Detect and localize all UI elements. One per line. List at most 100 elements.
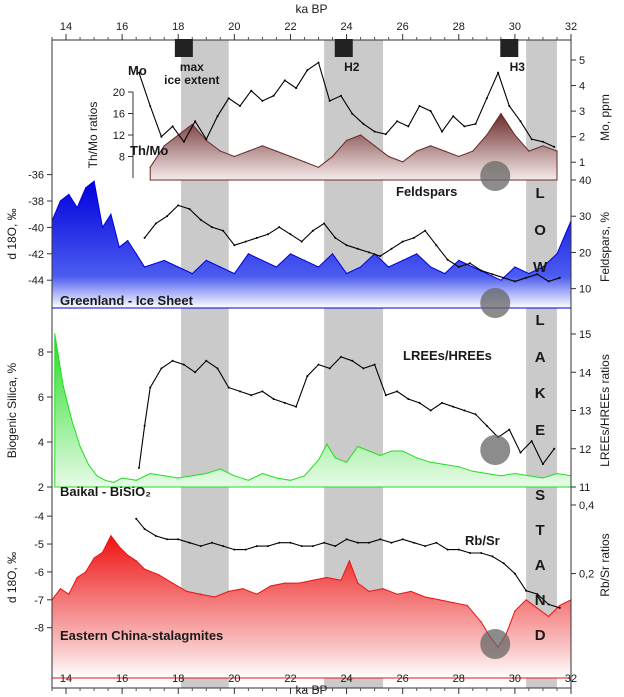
feldspars-point-2 <box>166 215 168 218</box>
bottom-tick-label-6: 26 <box>397 673 409 685</box>
stand-letter-0: L <box>536 185 545 202</box>
mo-point-7 <box>216 115 219 118</box>
bottom-tick-label-2: 18 <box>172 673 184 685</box>
lrees-hrees-point-26 <box>418 401 421 404</box>
rbsr-series-label: Rb/Sr <box>465 533 500 548</box>
feldspars-point-30 <box>480 269 483 272</box>
greenland-d18o-point-3 <box>76 207 78 209</box>
lrees-hrees-point-14 <box>283 401 286 404</box>
event-label-2: H3 <box>510 60 526 74</box>
lrees-hrees-point-25 <box>407 398 410 400</box>
eastern-china-d18o-point-11 <box>144 568 146 570</box>
mo-point-15 <box>306 69 309 72</box>
mo-point-14 <box>295 87 298 90</box>
th-mo-point-22 <box>458 155 460 158</box>
mo-point-37 <box>553 145 556 148</box>
lrees-hrees-point-29 <box>452 405 455 408</box>
rb-sr-point-12 <box>267 545 269 548</box>
th-mo-point-25 <box>500 112 502 115</box>
anomaly-marker-3 <box>480 629 511 659</box>
th-mo-point-14 <box>346 139 348 141</box>
greenland-d18o-point-21 <box>289 253 292 255</box>
lrees-hrees-point-37 <box>541 463 544 466</box>
rb-sr-point-24 <box>401 538 404 541</box>
greenland-d18o-point-15 <box>205 259 207 261</box>
rb-sr-point-2 <box>154 534 157 537</box>
mo-point-6 <box>205 138 208 141</box>
lrees-hrees-point-3 <box>160 367 163 370</box>
eastern-china-d18o-point-26 <box>348 560 350 562</box>
feldspars-point-9 <box>244 240 247 243</box>
th-mo-point-1 <box>163 145 165 147</box>
greenland-d18o-point-31 <box>430 266 432 268</box>
mo-point-2 <box>160 135 163 138</box>
rb-sr-point-4 <box>177 538 180 541</box>
feldspars-point-0 <box>143 236 146 239</box>
biogenic-silica-point-9 <box>135 479 137 481</box>
feldspars-tick-label-3: 40 <box>579 175 591 187</box>
rb-sr-point-22 <box>379 538 382 541</box>
th-mo-point-9 <box>275 150 277 152</box>
greenland-d18o-point-19 <box>261 259 263 261</box>
feldspars-point-23 <box>401 240 404 243</box>
lrees-hrees-point-32 <box>485 424 488 427</box>
eastern-china-d18o-point-39 <box>505 632 508 634</box>
biogenic-silica-point-4 <box>87 463 90 466</box>
mo-point-27 <box>441 130 443 133</box>
greenland-d18o-point-1 <box>59 200 62 202</box>
eastern-china-d18o-axis-label: d 18O, ‰ <box>5 552 19 603</box>
mo-tick-label-2: 3 <box>579 106 585 118</box>
mo-point-8 <box>227 97 230 100</box>
lrees-hrees-point-34 <box>508 428 511 431</box>
stand-letter-6: E <box>535 422 545 439</box>
eastern-china-d18o-point-13 <box>172 582 174 584</box>
feldspars-point-18 <box>345 244 348 247</box>
th-mo-tick-label-1: 12 <box>113 130 125 142</box>
greenland-d18o-point-29 <box>402 259 404 261</box>
biogenic-silica-point-27 <box>368 450 370 452</box>
lrees-hrees-tick-label-2: 13 <box>579 406 591 418</box>
th-mo-axis-label: Th/Mo ratios <box>86 102 100 169</box>
rb-sr-point-23 <box>390 541 393 544</box>
eastern-china-d18o-point-9 <box>127 554 129 556</box>
th-mo-point-26 <box>514 134 516 136</box>
mo-tick-label-4: 5 <box>579 55 585 67</box>
th-mo-point-11 <box>303 161 306 163</box>
lrees-hrees-point-15 <box>295 405 298 408</box>
rb-sr-point-30 <box>469 552 471 554</box>
stand-letter-3: L <box>536 312 545 329</box>
rb-sr-point-15 <box>300 545 303 548</box>
biogenic-silica-point-24 <box>334 457 336 459</box>
bottom-tick-label-1: 16 <box>116 673 128 685</box>
eastern-china-d18o-point-19 <box>256 593 258 595</box>
top-tick-label-7: 28 <box>453 21 465 33</box>
rb-sr-point-13 <box>278 541 281 544</box>
greenland-d18o-point-12 <box>163 259 165 261</box>
top-tick-label-8: 30 <box>509 21 521 33</box>
feldspars-point-34 <box>525 276 528 279</box>
greenland-d18o-tick-label-0: -44 <box>28 275 44 287</box>
mo-point-36 <box>541 140 544 143</box>
bottom-tick-label-5: 24 <box>340 673 352 685</box>
mo-point-10 <box>250 89 253 92</box>
feldspars-point-31 <box>491 273 494 276</box>
eastern-china-d18o-point-32 <box>424 596 426 598</box>
eastern-china-d18o-tick-label-0: -8 <box>34 623 44 635</box>
greenland-d18o-point-38 <box>528 273 530 275</box>
greenland-d18o-point-17 <box>233 273 235 275</box>
top-axis-label: ka BP <box>295 2 327 16</box>
eastern-china-d18o-point-10 <box>135 560 137 562</box>
lrees-hrees-point-0 <box>138 466 140 469</box>
mo-series-label: Mo <box>128 63 147 78</box>
lrees-hrees-point-36 <box>530 440 533 443</box>
eastern-china-d18o-point-16 <box>214 596 216 598</box>
th-mo-point-16 <box>374 145 376 147</box>
lrees-hrees-point-8 <box>216 367 219 370</box>
biogenic-silica-point-2 <box>71 418 73 421</box>
mo-point-1 <box>149 105 152 107</box>
mo-tick-label-1: 2 <box>579 132 585 144</box>
rb-sr-point-10 <box>244 548 247 551</box>
rb-sr-point-27 <box>435 541 438 544</box>
mo-point-23 <box>396 120 399 123</box>
top-tick-label-5: 24 <box>340 21 352 33</box>
